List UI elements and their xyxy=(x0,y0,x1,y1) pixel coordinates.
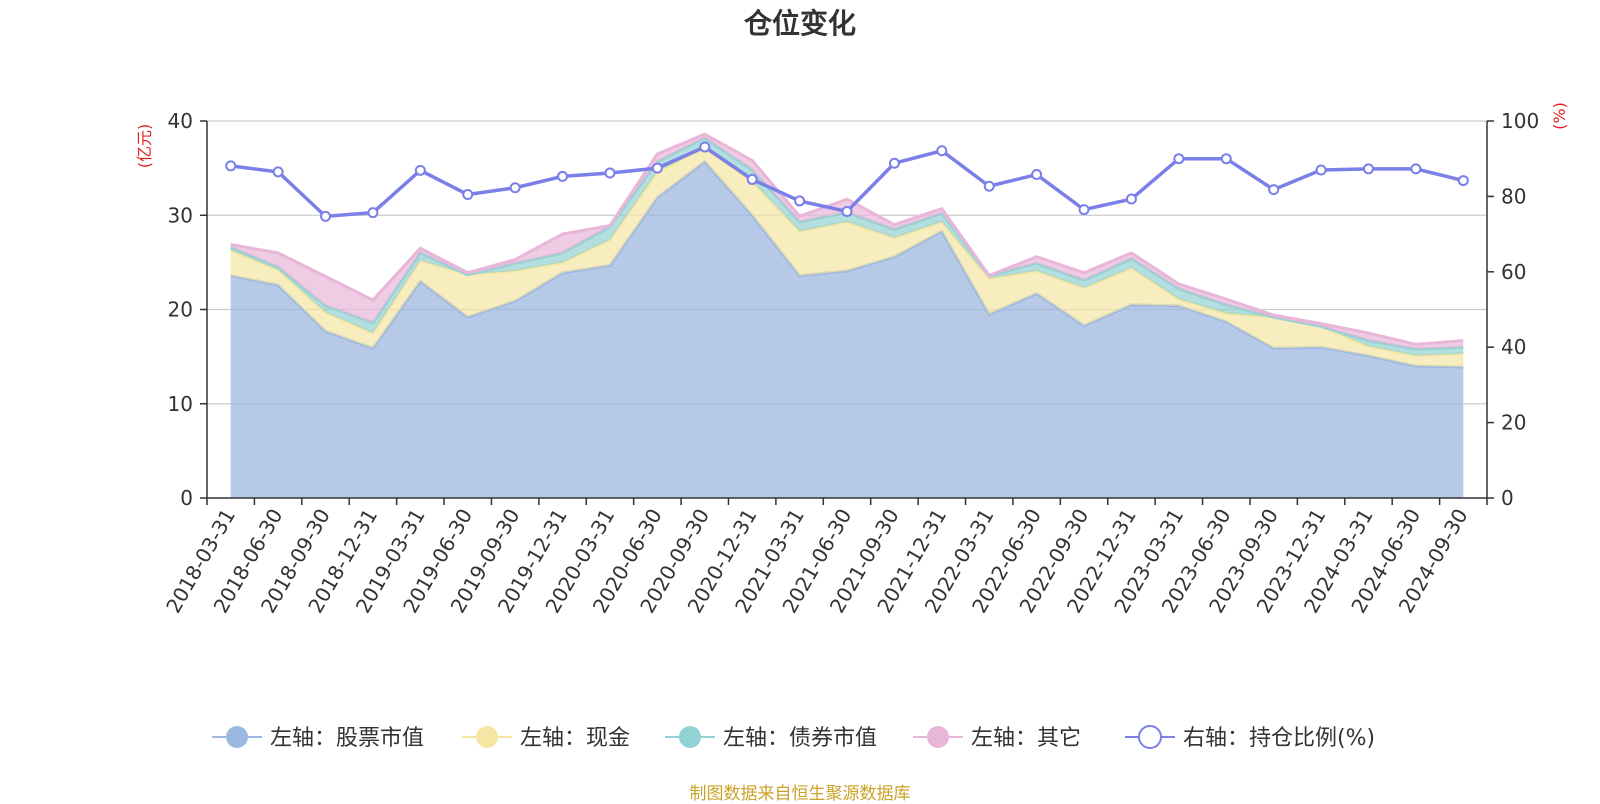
position-ratio-point[interactable] xyxy=(651,162,663,174)
position-ratio-point[interactable] xyxy=(1410,163,1422,175)
legend-marker-dot[interactable] xyxy=(226,726,248,748)
legend-label: 左轴：股票市值 xyxy=(270,726,424,751)
position-ratio-point[interactable] xyxy=(367,207,379,219)
position-ratio-point[interactable] xyxy=(983,180,995,192)
position-ratio-point[interactable] xyxy=(1125,193,1137,205)
position-ratio-point[interactable] xyxy=(1457,175,1469,187)
position-ratio-point[interactable] xyxy=(509,182,521,194)
position-ratio-point[interactable] xyxy=(1031,169,1043,181)
legend-marker-dot[interactable] xyxy=(476,726,498,748)
position-ratio-point[interactable] xyxy=(604,167,616,179)
area-series-3 xyxy=(230,137,1464,356)
y-left-tick-label: 10 xyxy=(168,392,193,416)
y-right-tick-label: 40 xyxy=(1501,335,1526,359)
y-left-tick-label: 30 xyxy=(168,203,193,227)
legend-label: 左轴：其它 xyxy=(971,726,1081,751)
position-ratio-point[interactable] xyxy=(320,210,332,222)
position-ratio-point[interactable] xyxy=(1220,153,1232,165)
position-ratio-point[interactable] xyxy=(746,173,758,185)
legend-label: 右轴：持仓比例(%) xyxy=(1183,726,1375,751)
data-source-note: 制图数据来自恒生聚源数据库 xyxy=(689,784,911,804)
position-ratio-point[interactable] xyxy=(225,160,237,172)
position-ratio-point[interactable] xyxy=(557,170,569,182)
position-ratio-point[interactable] xyxy=(1362,163,1374,175)
position-ratio-point[interactable] xyxy=(1268,184,1280,196)
area-series-4-edge xyxy=(230,132,1464,346)
y-right-tick-label: 0 xyxy=(1501,486,1514,510)
position-ratio-point[interactable] xyxy=(1173,153,1185,165)
position-ratio-point[interactable] xyxy=(1078,204,1090,216)
legend-marker-dot[interactable] xyxy=(927,726,949,748)
legend-label: 左轴：债券市值 xyxy=(723,726,877,751)
y-right-tick-label: 80 xyxy=(1501,184,1526,208)
legend-label: 左轴：现金 xyxy=(520,726,630,751)
y-left-tick-label: 20 xyxy=(168,298,193,322)
position-ratio-point[interactable] xyxy=(1315,164,1327,176)
position-ratio-point[interactable] xyxy=(936,145,948,157)
y-left-tick-label: 40 xyxy=(168,109,193,133)
legend-marker-dot[interactable] xyxy=(679,726,701,748)
area-series-2 xyxy=(230,147,1464,367)
y-right-tick-label: 60 xyxy=(1501,260,1526,284)
position-ratio-point[interactable] xyxy=(794,195,806,207)
y-right-unit-label: (%) xyxy=(1550,102,1569,130)
chart-title: 仓位变化 xyxy=(743,7,856,40)
position-ratio-point[interactable] xyxy=(272,166,284,178)
position-ratio-point[interactable] xyxy=(888,157,900,169)
position-ratio-point[interactable] xyxy=(462,189,474,201)
area-series-1 xyxy=(230,161,1464,498)
position-ratio-point[interactable] xyxy=(841,205,853,217)
position-ratio-point[interactable] xyxy=(699,141,711,153)
y-right-tick-label: 20 xyxy=(1501,411,1526,435)
y-left-unit-label: (亿元) xyxy=(135,124,154,169)
legend-marker-dot[interactable] xyxy=(1138,725,1162,749)
y-right-tick-label: 100 xyxy=(1501,109,1539,133)
y-left-tick-label: 0 xyxy=(180,486,193,510)
position-ratio-point[interactable] xyxy=(414,164,426,176)
